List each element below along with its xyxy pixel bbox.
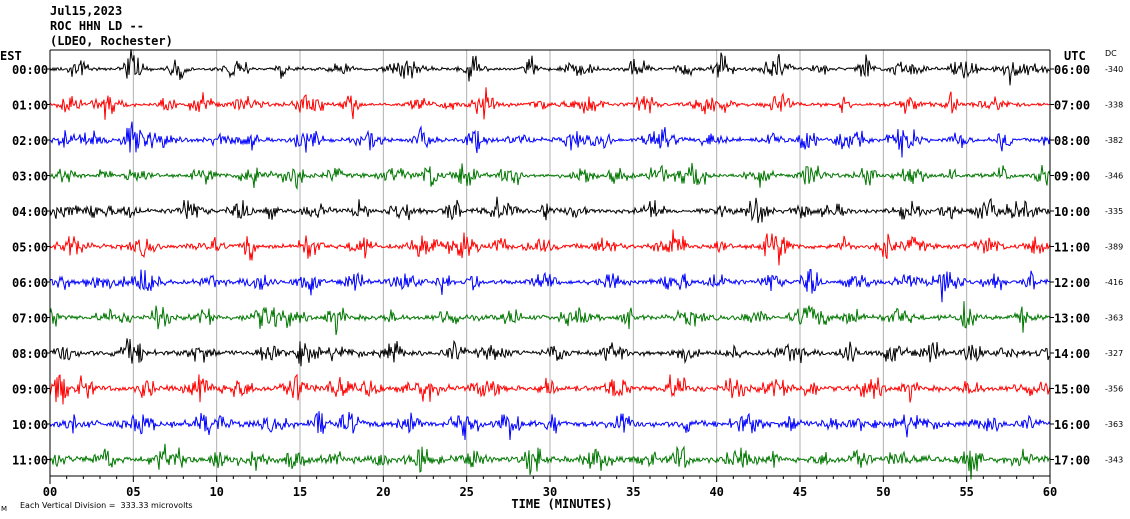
trace-0700: [49, 301, 1051, 336]
est-hour-label: 03:00: [12, 170, 48, 184]
utc-hour-label: 17:00: [1054, 454, 1090, 468]
trace-0000: [49, 49, 1051, 86]
x-tick-label: 10: [209, 485, 223, 499]
dc-offset-value: -335: [1105, 207, 1123, 216]
utc-hour-label: 14:00: [1054, 347, 1090, 361]
dc-offset-value: -382: [1105, 136, 1123, 145]
utc-hour-label: 08:00: [1054, 134, 1090, 148]
utc-hour-label: 09:00: [1054, 170, 1090, 184]
x-tick-label: 35: [626, 485, 640, 499]
utc-hour-label: 16:00: [1054, 418, 1090, 432]
x-tick-label: 45: [793, 485, 807, 499]
trace-0300: [49, 162, 1051, 191]
utc-hour-label: 11:00: [1054, 241, 1090, 255]
trace-0600: [49, 268, 1051, 303]
est-hour-label: 01:00: [12, 99, 48, 113]
est-hour-label: 11:00: [12, 454, 48, 468]
utc-hour-label: 07:00: [1054, 99, 1090, 113]
x-tick-label: 25: [459, 485, 473, 499]
est-axis-label: EST: [0, 49, 22, 63]
utc-hour-label: 10:00: [1054, 205, 1090, 219]
dc-offset-value: -346: [1105, 172, 1123, 181]
dc-offset-value: -340: [1105, 65, 1123, 74]
scale-note: Each Vertical Division = 333.33 microvol…: [20, 501, 193, 510]
est-hour-label: 00:00: [12, 63, 48, 77]
utc-hour-label: 12:00: [1054, 276, 1090, 290]
utc-axis-label: UTC: [1064, 49, 1086, 63]
x-tick-label: 00: [43, 485, 57, 499]
x-tick-label: 55: [959, 485, 973, 499]
utc-hour-label: 06:00: [1054, 63, 1090, 77]
dc-offset-value: -389: [1105, 243, 1123, 252]
trace-0100: [49, 87, 1051, 120]
trace-1100: [49, 443, 1051, 480]
est-hour-label: 02:00: [12, 134, 48, 148]
x-tick-label: 05: [126, 485, 140, 499]
est-hour-label: 10:00: [12, 418, 48, 432]
trace-0500: [49, 229, 1051, 266]
est-hour-label: 07:00: [12, 312, 48, 326]
est-hour-label: 05:00: [12, 241, 48, 255]
dc-offset-value: -356: [1105, 385, 1123, 394]
date-label: Jul15,2023: [50, 4, 123, 18]
x-tick-label: 15: [293, 485, 307, 499]
trace-0200: [49, 121, 1051, 158]
dc-offset-value: -363: [1105, 420, 1123, 429]
est-hour-label: 09:00: [12, 383, 48, 397]
x-tick-label: 50: [876, 485, 890, 499]
x-tick-label: 30: [543, 485, 557, 499]
dc-offset-value: -327: [1105, 349, 1123, 358]
est-hour-label: 08:00: [12, 347, 48, 361]
dc-offset-value: -363: [1105, 314, 1123, 323]
est-hour-label: 06:00: [12, 276, 48, 290]
dc-offset-value: -343: [1105, 456, 1123, 465]
utc-hour-label: 15:00: [1054, 383, 1090, 397]
station-label: ROC HHN LD --: [50, 19, 144, 33]
trace-0800: [49, 338, 1051, 367]
network-label: (LDEO, Rochester): [50, 34, 173, 48]
dc-offset-value: -338: [1105, 101, 1123, 110]
trace-1000: [49, 411, 1051, 441]
x-tick-label: 40: [709, 485, 723, 499]
dc-offset-value: -416: [1105, 278, 1123, 287]
corner-mark: M: [1, 505, 8, 513]
x-tick-label: 20: [376, 485, 390, 499]
x-tick-label: 60: [1043, 485, 1057, 499]
x-axis-title: TIME (MINUTES): [511, 497, 612, 511]
trace-0900: [49, 373, 1051, 405]
utc-hour-label: 13:00: [1054, 312, 1090, 326]
trace-0400: [49, 196, 1051, 224]
dc-column-label: DC: [1105, 49, 1117, 58]
est-hour-label: 04:00: [12, 205, 48, 219]
